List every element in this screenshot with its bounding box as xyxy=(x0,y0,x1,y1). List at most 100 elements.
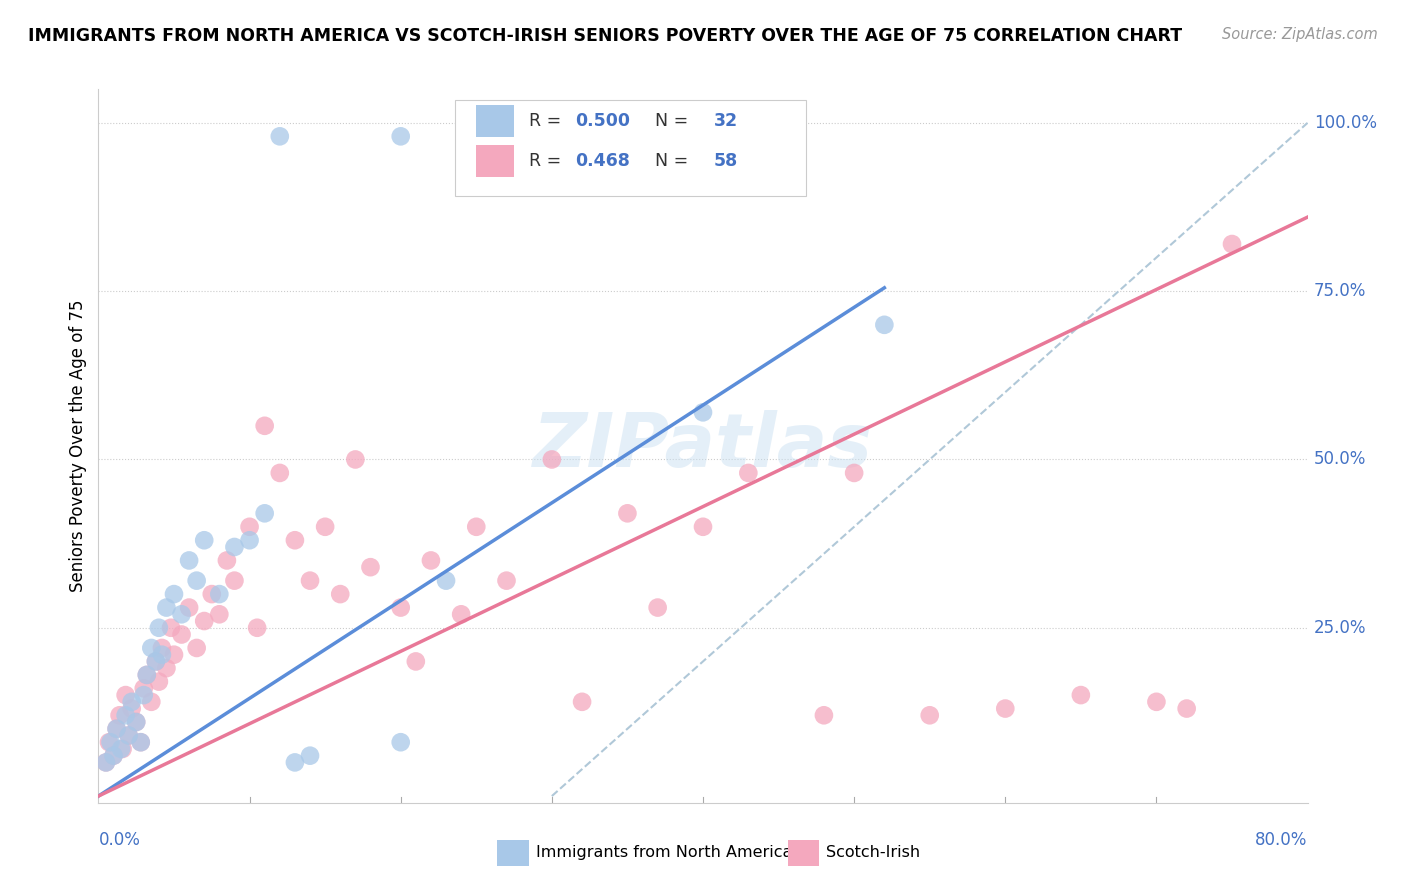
Point xyxy=(103,748,125,763)
Point xyxy=(208,607,231,622)
Text: 58: 58 xyxy=(714,152,738,169)
Point xyxy=(98,735,121,749)
Point xyxy=(284,756,307,770)
Text: ZIPatlas: ZIPatlas xyxy=(533,409,873,483)
Point xyxy=(160,621,183,635)
Point xyxy=(193,614,215,628)
Text: N =: N = xyxy=(644,112,693,130)
Point xyxy=(647,600,669,615)
Point xyxy=(114,688,136,702)
Point xyxy=(239,520,262,534)
Point xyxy=(129,735,152,749)
Point xyxy=(121,701,143,715)
Point xyxy=(118,729,141,743)
Point xyxy=(253,418,276,433)
Text: 80.0%: 80.0% xyxy=(1256,831,1308,849)
Point xyxy=(593,129,616,144)
Point xyxy=(148,621,170,635)
Point xyxy=(918,708,941,723)
Point xyxy=(329,587,352,601)
Text: 0.0%: 0.0% xyxy=(98,831,141,849)
Point xyxy=(135,668,157,682)
Point xyxy=(465,520,488,534)
Point xyxy=(145,655,167,669)
Point xyxy=(224,574,246,588)
Point xyxy=(1144,695,1167,709)
Point xyxy=(141,640,163,655)
Point xyxy=(419,553,441,567)
Y-axis label: Seniors Poverty Over the Age of 75: Seniors Poverty Over the Age of 75 xyxy=(69,300,87,592)
Point xyxy=(344,452,367,467)
Point xyxy=(360,560,382,574)
Point xyxy=(389,129,412,144)
FancyBboxPatch shape xyxy=(498,840,529,865)
Point xyxy=(155,661,177,675)
Point xyxy=(177,553,201,567)
Point xyxy=(150,648,173,662)
Text: 32: 32 xyxy=(714,112,738,130)
Point xyxy=(125,714,148,729)
Point xyxy=(224,540,246,554)
Point xyxy=(269,466,291,480)
Text: 25.0%: 25.0% xyxy=(1313,619,1367,637)
Point xyxy=(994,701,1017,715)
Text: 75.0%: 75.0% xyxy=(1313,282,1367,301)
Point xyxy=(132,681,155,696)
Point xyxy=(692,405,714,419)
Text: 0.500: 0.500 xyxy=(575,112,630,130)
Text: Immigrants from North America: Immigrants from North America xyxy=(536,846,793,860)
Point xyxy=(405,655,427,669)
Point xyxy=(114,708,136,723)
Point xyxy=(155,600,177,615)
Text: IMMIGRANTS FROM NORTH AMERICA VS SCOTCH-IRISH SENIORS POVERTY OVER THE AGE OF 75: IMMIGRANTS FROM NORTH AMERICA VS SCOTCH-… xyxy=(28,27,1182,45)
Point xyxy=(495,574,517,588)
Point xyxy=(129,735,152,749)
Point xyxy=(118,729,141,743)
Point xyxy=(389,600,412,615)
Point xyxy=(692,520,714,534)
Point xyxy=(239,533,262,548)
Point xyxy=(105,722,128,736)
Point xyxy=(208,587,231,601)
Point xyxy=(737,466,759,480)
Point xyxy=(314,520,336,534)
Text: Scotch-Irish: Scotch-Irish xyxy=(827,846,921,860)
Point xyxy=(616,506,638,520)
Point xyxy=(844,466,866,480)
FancyBboxPatch shape xyxy=(787,840,820,865)
FancyBboxPatch shape xyxy=(475,105,515,137)
Point xyxy=(110,742,132,756)
FancyBboxPatch shape xyxy=(475,145,515,177)
Point xyxy=(141,695,163,709)
Point xyxy=(389,735,412,749)
Point xyxy=(555,129,578,144)
Text: 50.0%: 50.0% xyxy=(1313,450,1367,468)
Point xyxy=(94,756,117,770)
Point xyxy=(100,735,122,749)
Point xyxy=(186,574,208,588)
Point xyxy=(215,553,238,567)
Point xyxy=(631,129,654,144)
Point xyxy=(145,655,167,669)
Point xyxy=(105,722,128,736)
Point xyxy=(246,621,269,635)
Point xyxy=(121,695,143,709)
Point xyxy=(125,714,148,729)
Point xyxy=(135,668,157,682)
Point xyxy=(269,129,291,144)
Point xyxy=(103,748,125,763)
Point xyxy=(669,129,692,144)
Point xyxy=(495,129,517,144)
Point xyxy=(177,600,201,615)
Point xyxy=(253,506,276,520)
Text: Source: ZipAtlas.com: Source: ZipAtlas.com xyxy=(1222,27,1378,42)
Point xyxy=(1175,701,1198,715)
Point xyxy=(108,708,131,723)
FancyBboxPatch shape xyxy=(456,100,806,196)
Point xyxy=(571,695,593,709)
Point xyxy=(299,748,322,763)
Point xyxy=(813,708,835,723)
Point xyxy=(186,640,208,655)
Text: 100.0%: 100.0% xyxy=(1313,114,1376,132)
Point xyxy=(132,688,155,702)
